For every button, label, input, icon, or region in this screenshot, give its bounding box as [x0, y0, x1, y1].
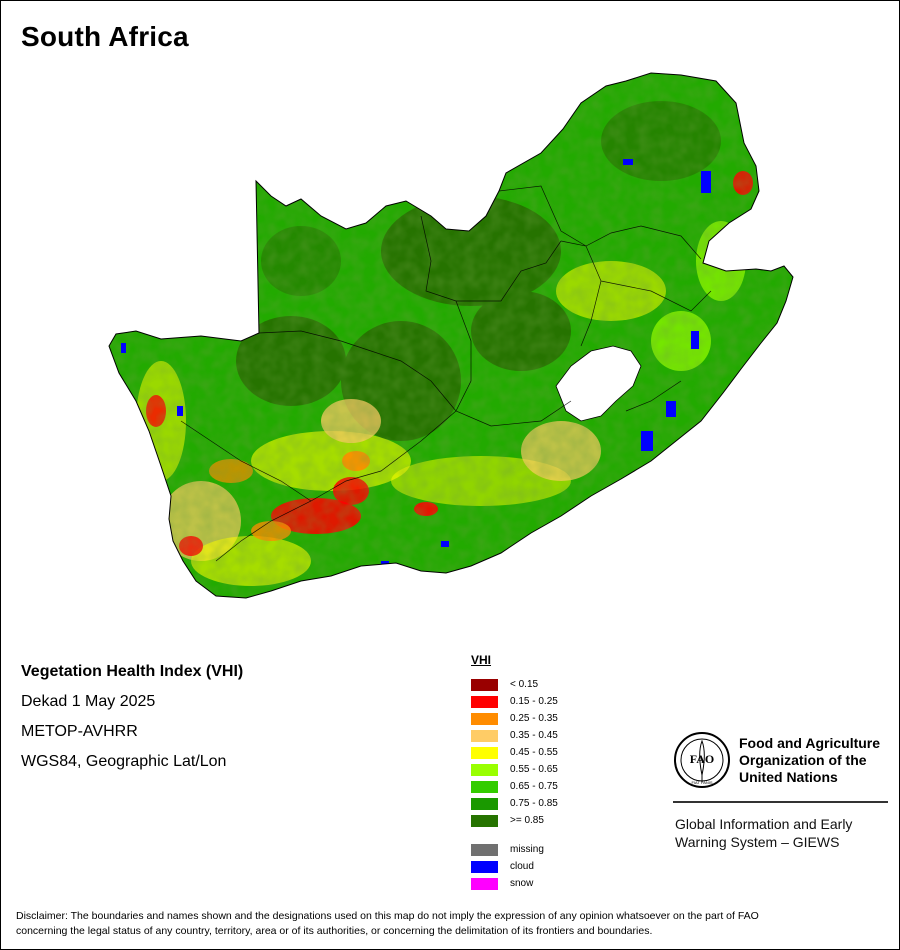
legend-label: missing [510, 844, 544, 855]
legend-label: 0.45 - 0.55 [510, 747, 558, 758]
classes-row: 0.65 - 0.75 [471, 780, 558, 793]
disclaimer-line2: concerning the legal status of any count… [16, 925, 653, 937]
legend-label: 0.75 - 0.85 [510, 798, 558, 809]
special-row: cloud [471, 860, 534, 873]
map-title: South Africa [21, 21, 189, 52]
period-label: Dekad 1 May 2025 [21, 693, 156, 710]
legend-label: 0.35 - 0.45 [510, 730, 558, 741]
south-africa-outline [108, 72, 794, 599]
classes-row: < 0.15 [471, 678, 538, 691]
legend-label: >= 0.85 [510, 815, 544, 826]
product-name: Vegetation Health Index (VHI) [21, 663, 244, 680]
legend-label: 0.55 - 0.65 [510, 764, 558, 775]
fao-name: Food and Agriculture Organization of the… [739, 735, 899, 786]
legend-swatch [471, 712, 498, 725]
map-surface [109, 73, 793, 598]
legend-swatch [471, 814, 498, 827]
projection-label: WGS84, Geographic Lat/Lon [21, 753, 227, 770]
giews-line2: Warning System – GIEWS [675, 834, 840, 850]
sensor-label: METOP-AVHRR [21, 723, 138, 740]
legend-swatch [471, 678, 498, 691]
fao-seal-motto: FIAT PANIS [691, 780, 712, 785]
legend-label: < 0.15 [510, 679, 539, 690]
classes-row: 0.75 - 0.85 [471, 797, 558, 810]
legend-label: 0.15 - 0.25 [510, 696, 558, 707]
classes-row: 0.45 - 0.55 [471, 746, 558, 759]
divider [673, 801, 888, 803]
lesotho-enclave [555, 345, 642, 422]
classes-row: >= 0.85 [471, 814, 544, 827]
province-boundaries [180, 185, 712, 562]
giews-label: Global Information and Early Warning Sys… [675, 815, 885, 851]
fao-name-line1: Food and Agriculture [739, 735, 881, 751]
fao-name-line3: United Nations [739, 769, 838, 785]
map-info: Vegetation Health Index (VHI) Dekad 1 Ma… [21, 657, 243, 777]
legend-swatch [471, 843, 498, 856]
legend-label: snow [510, 878, 534, 889]
classes-row: 0.35 - 0.45 [471, 729, 558, 742]
legend-label: cloud [510, 861, 534, 872]
legend: VHI < 0.15 0.15 - 0.25 0.25 - 0.35 0.35 - 0… [471, 653, 558, 890]
classes-row: 0.25 - 0.35 [471, 712, 558, 725]
giews-line1: Global Information and Early [675, 816, 853, 832]
disclaimer: Disclaimer: The boundaries and names sho… [16, 909, 886, 939]
legend-label: 0.25 - 0.35 [510, 713, 558, 724]
legend-label: 0.65 - 0.75 [510, 781, 558, 792]
classes-row: 0.15 - 0.25 [471, 695, 558, 708]
vhi-map [108, 72, 794, 599]
special-row: missing [471, 843, 544, 856]
fao-name-line2: Organization of the [739, 752, 867, 768]
disclaimer-line1: Disclaimer: The boundaries and names sho… [16, 910, 759, 922]
legend-swatch [471, 860, 498, 873]
legend-swatch [471, 780, 498, 793]
classes-row: 0.55 - 0.65 [471, 763, 558, 776]
fao-logo-icon: FAO FIAT PANIS [674, 732, 730, 788]
legend-swatch [471, 763, 498, 776]
legend-swatch [471, 797, 498, 810]
legend-swatch [471, 695, 498, 708]
legend-title: VHI [471, 653, 492, 667]
special-row: snow [471, 877, 533, 890]
legend-swatch [471, 877, 498, 890]
legend-swatch [471, 729, 498, 742]
legend-swatch [471, 746, 498, 759]
fao-seal-text: FAO [690, 752, 714, 766]
